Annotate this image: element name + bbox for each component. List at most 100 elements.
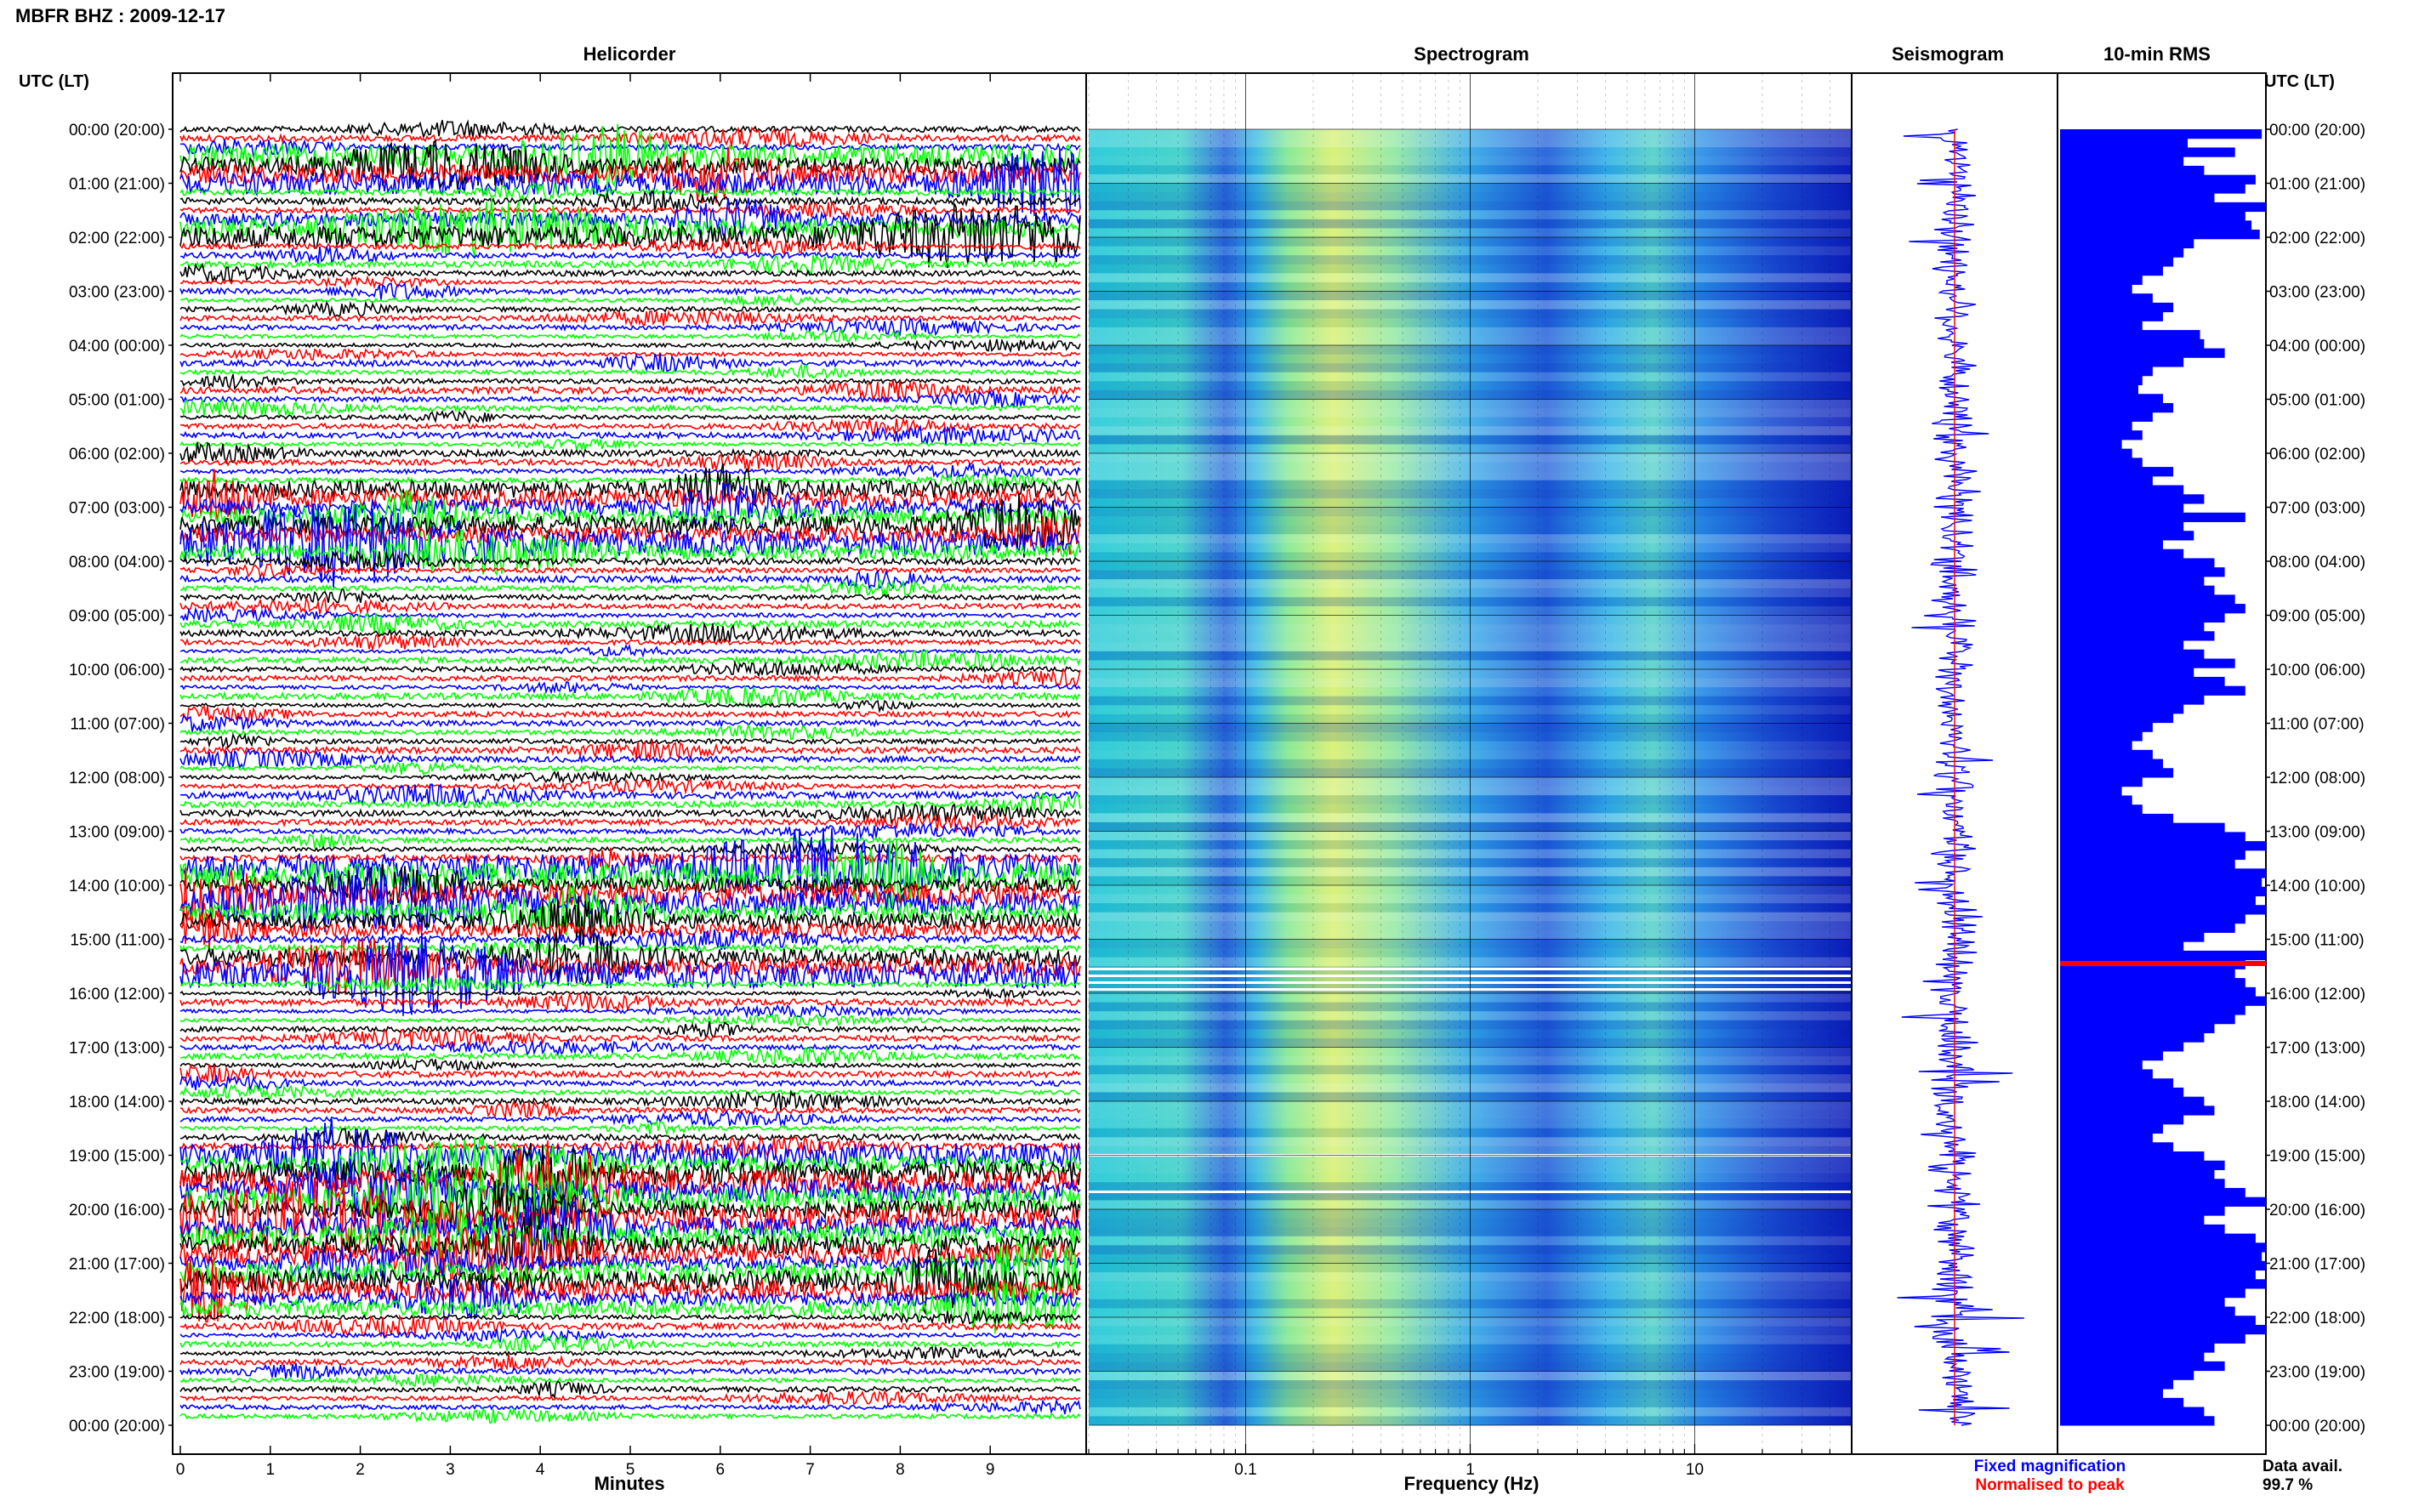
rms-bar — [2060, 1233, 2256, 1243]
rms-bar — [2060, 640, 2184, 651]
helicorder-trace — [179, 1013, 1081, 1027]
time-label-right: 18:00 (14:00) — [2269, 1094, 2365, 1111]
helicorder-trace — [179, 362, 1081, 379]
rms-bar — [2060, 850, 2245, 861]
helicorder-trace — [179, 1161, 1081, 1241]
rms-bar — [2060, 138, 2188, 148]
time-label-left: 17:00 (13:00) — [69, 1040, 165, 1058]
rms-bar — [2060, 923, 2235, 933]
rms-bar — [2060, 1270, 2256, 1280]
helicorder-trace — [179, 463, 1081, 508]
helicorder-trace — [179, 197, 1081, 257]
helicorder-trace — [179, 451, 1081, 471]
helicorder-trace — [179, 685, 1081, 708]
helicorder-x-tick-label: 9 — [986, 1461, 995, 1479]
helicorder-trace — [179, 1020, 1081, 1041]
helicorder-trace — [179, 139, 1081, 192]
rms-bar — [2060, 1115, 2184, 1125]
helicorder-trace — [179, 1309, 1081, 1326]
rms-bar — [2060, 786, 2122, 796]
helicorder-trace — [179, 1327, 1081, 1344]
rms-bar — [2060, 1316, 2256, 1326]
time-label-left: 16:00 (12:00) — [69, 986, 165, 1003]
time-label-right: 15:00 (11:00) — [2269, 932, 2365, 950]
rms-bar — [2060, 230, 2260, 240]
rms-bar — [2060, 986, 2256, 998]
helicorder-trace — [179, 309, 1081, 327]
helicorder-trace — [179, 991, 1081, 1014]
time-label-right: 11:00 (07:00) — [2269, 716, 2365, 734]
spectrogram-xlabel: Frequency (Hz) — [1404, 1473, 1540, 1494]
data-avail-label: Data avail. — [2262, 1458, 2342, 1475]
rms-bar — [2060, 1005, 2245, 1015]
rms-bar — [2060, 685, 2245, 696]
rms-bar — [2060, 832, 2245, 842]
rms-bar — [2060, 567, 2225, 577]
rms-bar — [2060, 594, 2235, 605]
time-label-left: 23:00 (19:00) — [69, 1364, 165, 1382]
seismogram-panel — [1851, 72, 2058, 1455]
rms-bar — [2060, 402, 2174, 413]
helicorder-trace — [179, 928, 1081, 953]
time-label-right: 17:00 (13:00) — [2269, 1040, 2365, 1058]
time-label-right: 08:00 (04:00) — [2269, 554, 2365, 571]
rms-bar — [2060, 777, 2143, 787]
helicorder-x-tick-label: 0 — [176, 1461, 185, 1479]
time-label-left: 20:00 (16:00) — [69, 1202, 165, 1219]
rms-bar — [2060, 265, 2163, 276]
rms-bar — [2060, 1224, 2225, 1235]
rms-bar — [2060, 668, 2194, 678]
helicorder-x-ticks: 0 1 2 3 4 5 6 7 8 9 — [176, 73, 995, 1479]
rms-bar — [2060, 147, 2235, 157]
helicorder-trace — [179, 409, 1081, 425]
helicorder-trace — [179, 1100, 1081, 1121]
helicorder-trace — [179, 803, 1081, 825]
helicorder-trace — [179, 1064, 1081, 1084]
rms-bar — [2060, 247, 2184, 258]
time-label-left: 03:00 (23:00) — [69, 284, 165, 302]
rms-bar — [2060, 257, 2174, 267]
helicorder-trace — [179, 1118, 1081, 1195]
helicorder-trace — [179, 253, 1081, 277]
helicorder-trace — [179, 936, 1081, 995]
helicorder-trace — [179, 936, 1081, 959]
helicorder-trace — [179, 680, 1081, 695]
spectrogram-panel: 0.1 1 10 Frequency (Hz) — [1085, 72, 1853, 1494]
rms-bar — [2060, 220, 2252, 230]
time-label-right: 09:00 (05:00) — [2269, 608, 2365, 626]
rms-bar — [2060, 1078, 2174, 1089]
rms-bar — [2060, 768, 2174, 778]
helicorder-trace — [179, 338, 1081, 354]
rms-bar — [2060, 969, 2235, 979]
rms-bar — [2060, 394, 2163, 404]
helicorder-trace — [179, 867, 1081, 933]
rms-bar — [2060, 658, 2235, 668]
rms-bar — [2060, 1352, 2205, 1362]
helicorder-trace — [179, 649, 1081, 670]
helicorder-trace — [179, 912, 1081, 949]
helicorder-trace — [179, 987, 1081, 1000]
rms-bar — [2060, 348, 2225, 358]
helicorder-trace — [179, 740, 1081, 761]
rms-bar — [2060, 384, 2138, 395]
rms-bar — [2060, 941, 2184, 952]
time-label-left: 12:00 (08:00) — [69, 770, 165, 787]
time-label-right: 20:00 (16:00) — [2269, 1202, 2365, 1219]
helicorder-trace — [179, 1362, 1081, 1382]
helicorder-trace — [179, 933, 1081, 1016]
helicorder-trace — [179, 643, 1081, 658]
time-label-right: 19:00 (15:00) — [2269, 1148, 2365, 1166]
helicorder-trace — [179, 482, 1081, 531]
rms-bar — [2060, 1206, 2225, 1216]
rms-bar — [2060, 156, 2184, 167]
helicorder-trace — [179, 549, 1080, 572]
helicorder-trace — [179, 732, 1081, 749]
utc-lt-left: UTC (LT) — [19, 72, 89, 91]
helicorder-trace — [179, 847, 1081, 870]
rms-bar — [2060, 1288, 2245, 1299]
time-label-right: 21:00 (17:00) — [2269, 1256, 2365, 1274]
rms-bar — [2060, 631, 2215, 641]
time-label-left: 07:00 (03:00) — [69, 500, 165, 518]
rms-bar — [2060, 439, 2122, 450]
rms-bar — [2060, 1060, 2143, 1070]
